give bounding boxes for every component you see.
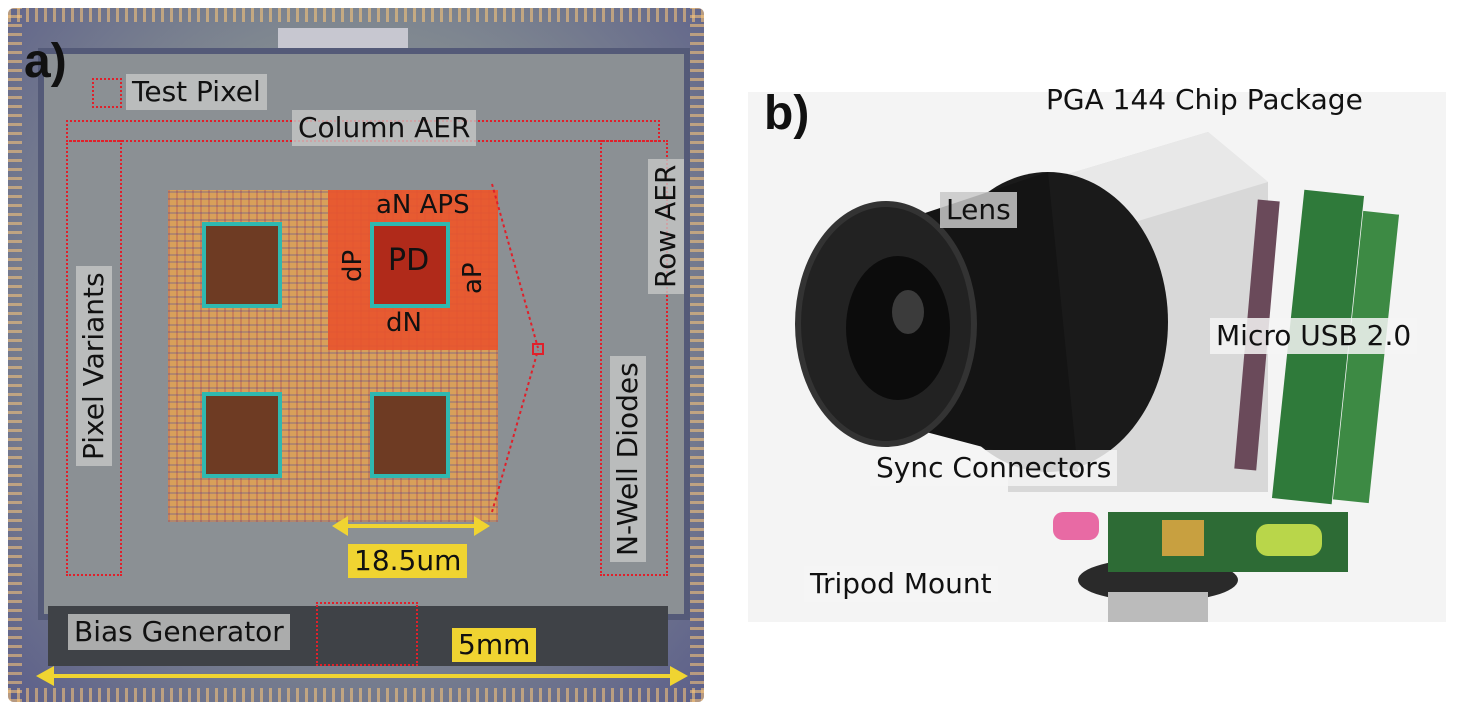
bias-generator-box: [316, 602, 418, 666]
tripod-thread-block: [1162, 520, 1204, 556]
photodiode-square: [370, 222, 450, 308]
photodiode-square: [370, 392, 450, 478]
sync-connector-pink: [1053, 512, 1099, 540]
row-aer-label: Row AER: [648, 158, 684, 294]
camera-illustration: [795, 132, 1400, 622]
n-well-diodes-box: [600, 140, 668, 576]
dp-label: dP: [338, 249, 368, 282]
pd-label: PD: [388, 243, 430, 278]
camera-photo: [748, 92, 1446, 622]
sync-connector-green: [1256, 524, 1322, 556]
sync-connectors-label: Sync Connectors: [870, 450, 1118, 486]
lens-label: Lens: [940, 192, 1017, 228]
pixel-variants-box: [66, 140, 122, 576]
tripod-mount-label: Tripod Mount: [804, 566, 998, 602]
micro-usb-label: Micro USB 2.0: [1210, 318, 1418, 354]
photodiode-square: [202, 222, 282, 308]
pixel-variants-label: Pixel Variants: [76, 266, 112, 466]
test-pixel-box: [92, 78, 122, 108]
n-well-diodes-label: N-Well Diodes: [610, 356, 646, 562]
pixel-scale-label: 18.5um: [348, 544, 468, 578]
pga-package-label: PGA 144 Chip Package: [1046, 83, 1363, 116]
tripod-post: [1108, 592, 1208, 622]
pcb-board: [1332, 210, 1400, 504]
die-scale-label: 5mm: [452, 628, 537, 662]
ap-label: aP: [458, 262, 488, 294]
panel-a-label: a): [24, 35, 67, 88]
photodiode-square: [202, 392, 282, 478]
column-aer-label: Column AER: [292, 110, 477, 146]
lens-reflection: [892, 290, 924, 334]
dn-label: dN: [386, 308, 422, 338]
an-aps-label: aN APS: [376, 190, 470, 220]
bias-generator-label: Bias Generator: [68, 614, 290, 650]
panel-b-label: b): [764, 87, 810, 140]
test-pixel-label: Test Pixel: [126, 74, 267, 110]
